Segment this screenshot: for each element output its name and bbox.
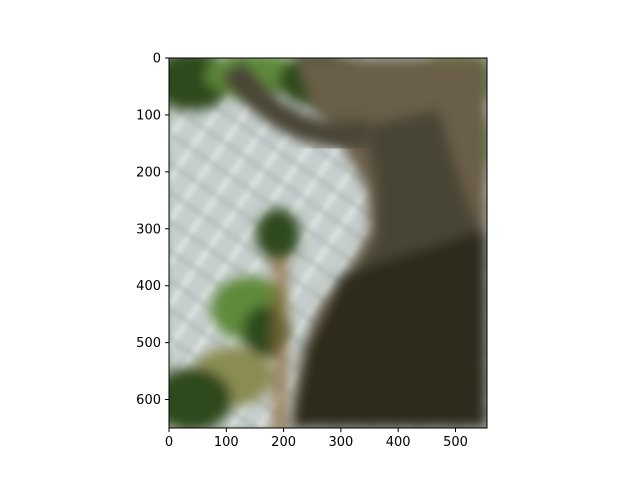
y-tick-label: 200	[136, 165, 161, 180]
x-tick-label: 500	[443, 435, 468, 450]
image-layer	[169, 58, 487, 428]
y-tick-label: 100	[136, 108, 161, 123]
x-tick-label: 300	[328, 435, 353, 450]
y-tick-label: 400	[136, 279, 161, 294]
axes-frame	[168, 57, 488, 429]
x-axis: 0 100 200 300 400 500	[165, 428, 468, 450]
y-tick-label: 600	[136, 393, 161, 408]
y-axis: 0 100 200 300 400 500 600	[136, 52, 169, 408]
tree-trunk	[289, 58, 487, 428]
x-tick-label: 200	[271, 435, 296, 450]
x-tick-label: 0	[165, 435, 173, 450]
y-tick-label: 500	[136, 336, 161, 351]
x-tick-label: 400	[386, 435, 411, 450]
branch-arch	[221, 61, 373, 148]
y-tick-label: 0	[153, 52, 161, 67]
x-tick-label: 100	[214, 435, 239, 450]
y-tick-label: 300	[136, 222, 161, 237]
foliage-foreground	[169, 208, 300, 428]
